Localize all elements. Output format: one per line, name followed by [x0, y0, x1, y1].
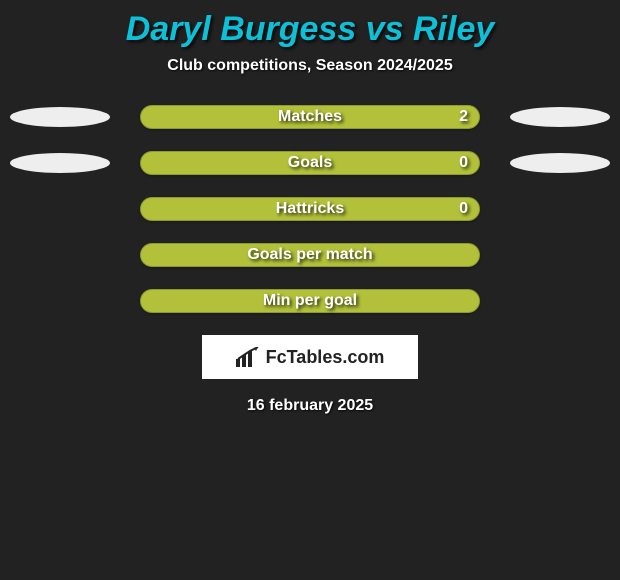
- player-right-value-ellipse: [510, 107, 610, 127]
- player-left-value-ellipse: [10, 107, 110, 127]
- branding-box: FcTables.com: [202, 335, 418, 379]
- page-subtitle: Club competitions, Season 2024/2025: [0, 57, 620, 105]
- page-title: Daryl Burgess vs Riley: [0, 0, 620, 57]
- stat-label: Goals: [288, 154, 332, 172]
- stat-bar: Goals per match: [140, 243, 480, 267]
- stat-bar: Goals 0: [140, 151, 480, 175]
- stat-rows: Matches 2 Goals 0 Hattricks 0 Goals per match M…: [0, 105, 620, 313]
- branding-text: FcTables.com: [266, 347, 385, 368]
- stat-value-right: 0: [459, 197, 468, 221]
- stat-value-right: 2: [459, 105, 468, 129]
- snapshot-date: 16 february 2025: [0, 397, 620, 415]
- stat-label: Min per goal: [263, 292, 357, 310]
- stat-label: Goals per match: [247, 246, 372, 264]
- player-left-value-ellipse: [10, 153, 110, 173]
- stat-row: Goals 0: [0, 151, 620, 175]
- stat-label: Matches: [278, 108, 342, 126]
- stat-bar: Min per goal: [140, 289, 480, 313]
- stat-row: Goals per match: [0, 243, 620, 267]
- comparison-infographic: Daryl Burgess vs Riley Club competitions…: [0, 0, 620, 580]
- branding-chart-icon: [236, 347, 260, 367]
- stat-label: Hattricks: [276, 200, 344, 218]
- stat-row: Hattricks 0: [0, 197, 620, 221]
- stat-value-right: 0: [459, 151, 468, 175]
- stat-bar: Matches 2: [140, 105, 480, 129]
- stat-row: Min per goal: [0, 289, 620, 313]
- stat-bar: Hattricks 0: [140, 197, 480, 221]
- player-right-value-ellipse: [510, 153, 610, 173]
- stat-row: Matches 2: [0, 105, 620, 129]
